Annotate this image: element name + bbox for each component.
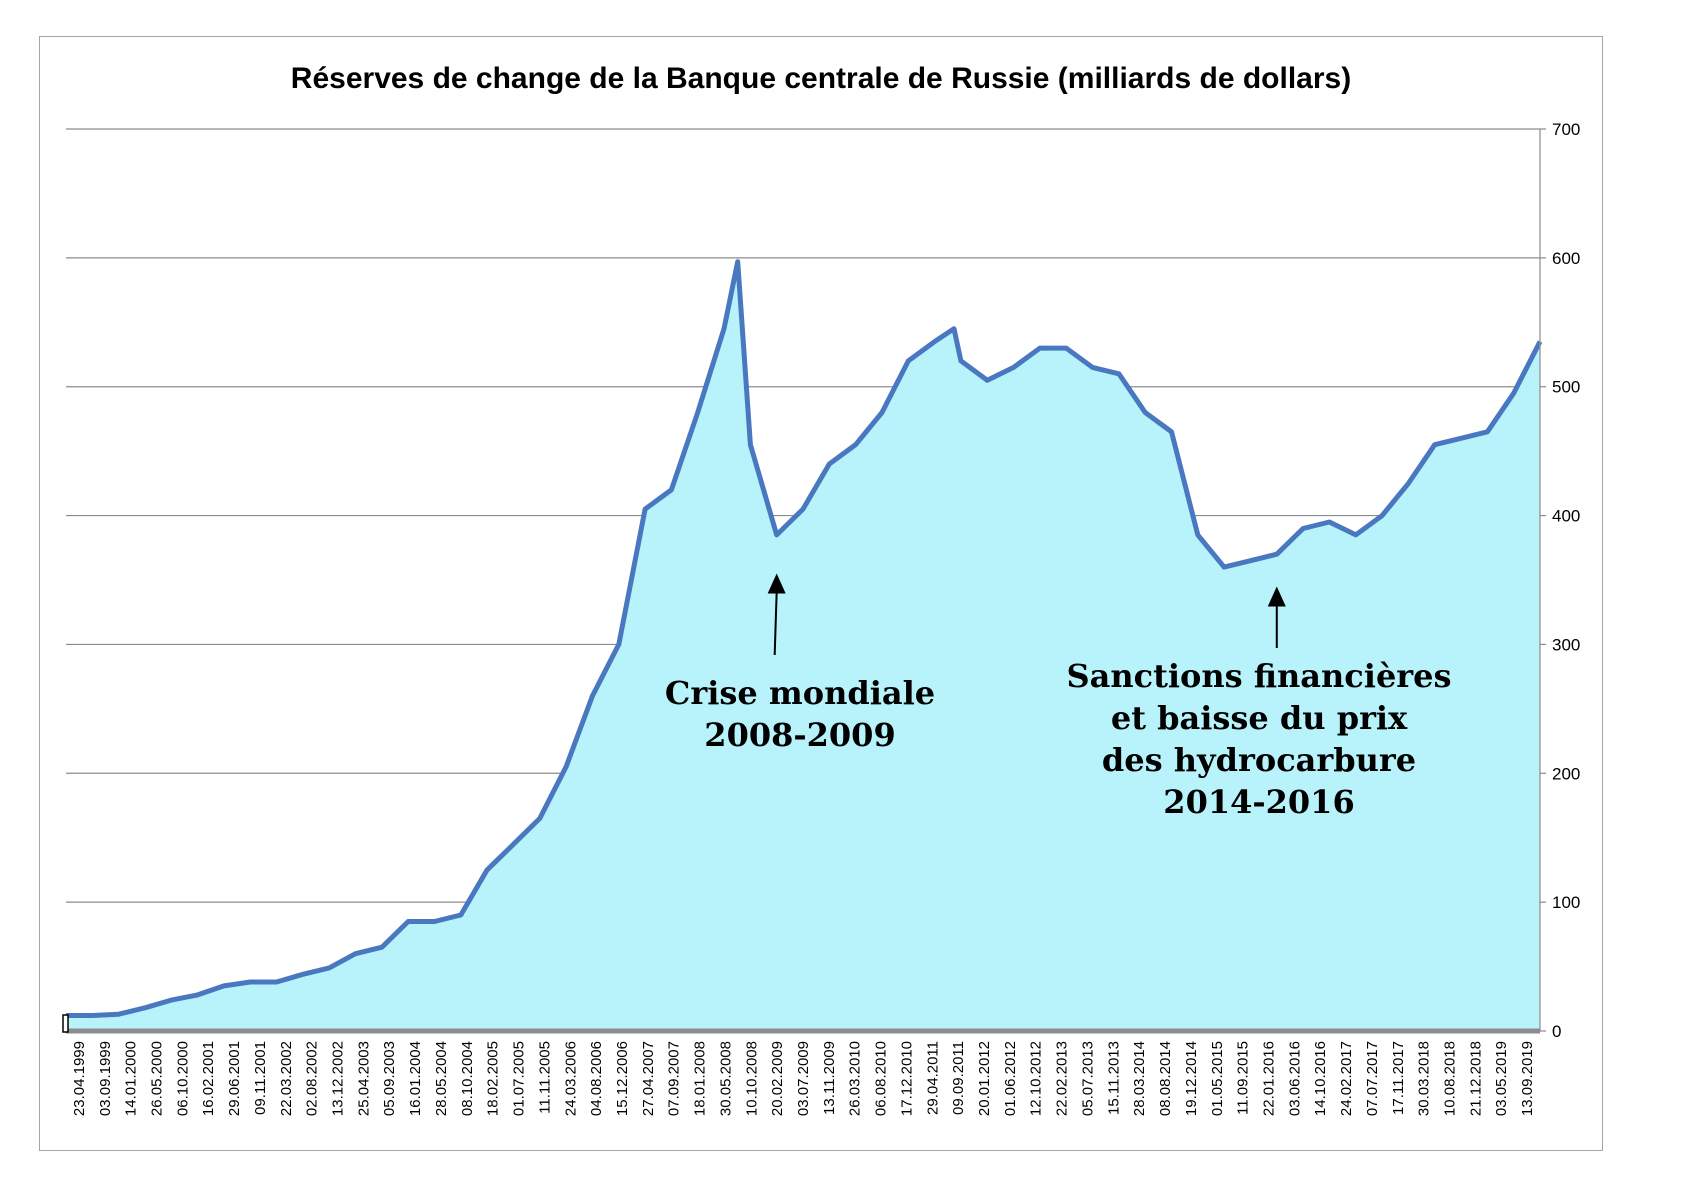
y-tick-label: 600	[1552, 249, 1580, 268]
x-tick-label: 04.08.2006	[588, 1041, 605, 1116]
annotation-arrowhead	[1267, 586, 1286, 607]
x-tick-label: 22.01.2016	[1261, 1041, 1278, 1116]
x-tick-label: 29.04.2011	[924, 1041, 941, 1115]
reserves-area	[66, 261, 1540, 1031]
y-tick-label: 500	[1552, 378, 1580, 397]
x-tick-label: 06.08.2010	[873, 1041, 890, 1116]
x-tick-label: 20.01.2012	[976, 1041, 993, 1116]
x-tick-label: 10.10.2008	[743, 1041, 760, 1116]
x-tick-label: 30.03.2018	[1416, 1041, 1433, 1116]
x-tick-label: 17.11.2017	[1390, 1041, 1407, 1115]
annotation-text: Sanctions financières	[1066, 657, 1451, 695]
x-tick-label: 24.02.2017	[1338, 1041, 1355, 1116]
annotation-text: des hydrocarbure	[1102, 741, 1416, 779]
x-tick-label: 14.01.2000	[123, 1041, 140, 1116]
y-tick-label: 300	[1552, 635, 1580, 654]
x-tick-label: 27.04.2007	[640, 1041, 657, 1116]
x-tick-label: 16.02.2001	[200, 1041, 217, 1116]
y-tick-label: 700	[1552, 120, 1580, 139]
x-tick-label: 15.11.2013	[1105, 1041, 1122, 1115]
x-tick-label: 15.12.2006	[614, 1041, 631, 1116]
annotation-text: 2014-2016	[1163, 783, 1354, 821]
x-tick-label: 11.09.2015	[1235, 1041, 1252, 1115]
x-tick-label: 28.03.2014	[1131, 1041, 1148, 1116]
x-tick-label: 02.08.2002	[304, 1041, 321, 1116]
y-tick-label: 0	[1552, 1022, 1561, 1041]
x-tick-label: 10.08.2018	[1442, 1041, 1459, 1116]
x-tick-label: 28.05.2004	[433, 1041, 450, 1116]
x-tick-label: 29.06.2001	[226, 1041, 243, 1116]
x-tick-label: 11.11.2005	[536, 1041, 553, 1114]
annotation-text: 2008-2009	[704, 716, 895, 754]
x-tick-label: 09.11.2001	[252, 1041, 269, 1115]
x-tick-label: 18.02.2005	[485, 1041, 502, 1116]
x-tick-label: 03.07.2009	[795, 1041, 812, 1116]
x-tick-label: 13.11.2009	[821, 1041, 838, 1115]
x-tick-label: 16.01.2004	[407, 1041, 424, 1116]
x-tick-label: 17.12.2010	[898, 1041, 915, 1116]
x-tick-label: 03.09.1999	[97, 1041, 114, 1116]
x-tick-label: 08.08.2014	[1157, 1041, 1174, 1116]
annotation-text: et baisse du prix	[1111, 699, 1408, 737]
x-tick-label: 01.07.2005	[511, 1041, 528, 1116]
x-tick-label: 23.04.1999	[71, 1041, 88, 1116]
x-tick-label: 26.05.2000	[149, 1041, 166, 1116]
x-tick-label: 05.07.2013	[1080, 1041, 1097, 1116]
x-tick-label: 05.09.2003	[381, 1041, 398, 1116]
annotation-text: Crise mondiale	[665, 674, 935, 712]
annotation-arrowhead	[767, 573, 786, 594]
x-tick-label: 08.10.2004	[459, 1041, 476, 1116]
x-tick-label: 14.10.2016	[1312, 1041, 1329, 1116]
x-tick-labels: 23.04.1999 03.09.1999 14.01.2000 26.05.2000…	[71, 1041, 1536, 1116]
chart-title: Réserves de change de la Banque centrale…	[290, 62, 1352, 95]
x-tick-label: 01.06.2012	[1002, 1041, 1019, 1116]
annotation-arrow	[773, 591, 778, 656]
x-tick-label: 19.12.2014	[1183, 1041, 1200, 1116]
x-tick-label: 13.09.2019	[1519, 1041, 1536, 1116]
x-tick-label: 12.10.2012	[1028, 1041, 1045, 1116]
x-tick-label: 24.03.2006	[562, 1041, 579, 1116]
x-tick-label: 06.10.2000	[174, 1041, 191, 1116]
x-tick-label: 03.05.2019	[1493, 1041, 1510, 1116]
x-tick-label: 25.04.2003	[355, 1041, 372, 1116]
annotations: Crise mondiale 2008-2009 Sanctions financi…	[665, 573, 1452, 821]
x-tick-label: 13.12.2002	[330, 1041, 347, 1116]
x-tick-label: 30.05.2008	[717, 1041, 734, 1116]
x-tick-label: 01.05.2015	[1209, 1041, 1226, 1116]
y-tick-label: 400	[1552, 507, 1580, 526]
axes	[62, 129, 1541, 1034]
y-tick-labels: 0 100 200 300 400 500 600 700	[1552, 120, 1580, 1041]
x-tick-label: 21.12.2018	[1467, 1041, 1484, 1116]
series-start-marker	[62, 1014, 69, 1033]
x-tick-label: 18.01.2008	[692, 1041, 709, 1116]
x-tick-label: 09.09.2011	[950, 1041, 967, 1115]
x-tick-label: 03.06.2016	[1286, 1041, 1303, 1116]
y-tick-label: 100	[1552, 893, 1580, 912]
x-tick-label: 22.02.2013	[1054, 1041, 1071, 1116]
x-tick-label: 26.03.2010	[847, 1041, 864, 1116]
x-tick-label: 22.03.2002	[278, 1041, 295, 1116]
x-tick-label: 07.07.2017	[1364, 1041, 1381, 1116]
x-tick-label: 07.09.2007	[666, 1041, 683, 1116]
reserves-line	[66, 259, 1543, 1018]
y-tick-label: 200	[1552, 764, 1580, 783]
x-tick-label: 20.02.2009	[769, 1041, 786, 1116]
